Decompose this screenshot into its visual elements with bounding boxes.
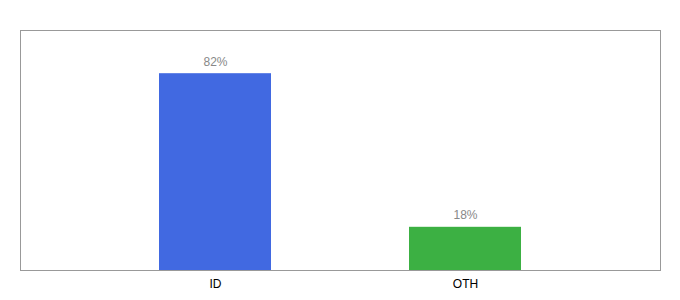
svg-text:OTH: OTH — [453, 277, 478, 291]
svg-text:18%: 18% — [453, 208, 477, 222]
svg-text:ID: ID — [210, 277, 222, 291]
svg-text:82%: 82% — [203, 55, 227, 69]
